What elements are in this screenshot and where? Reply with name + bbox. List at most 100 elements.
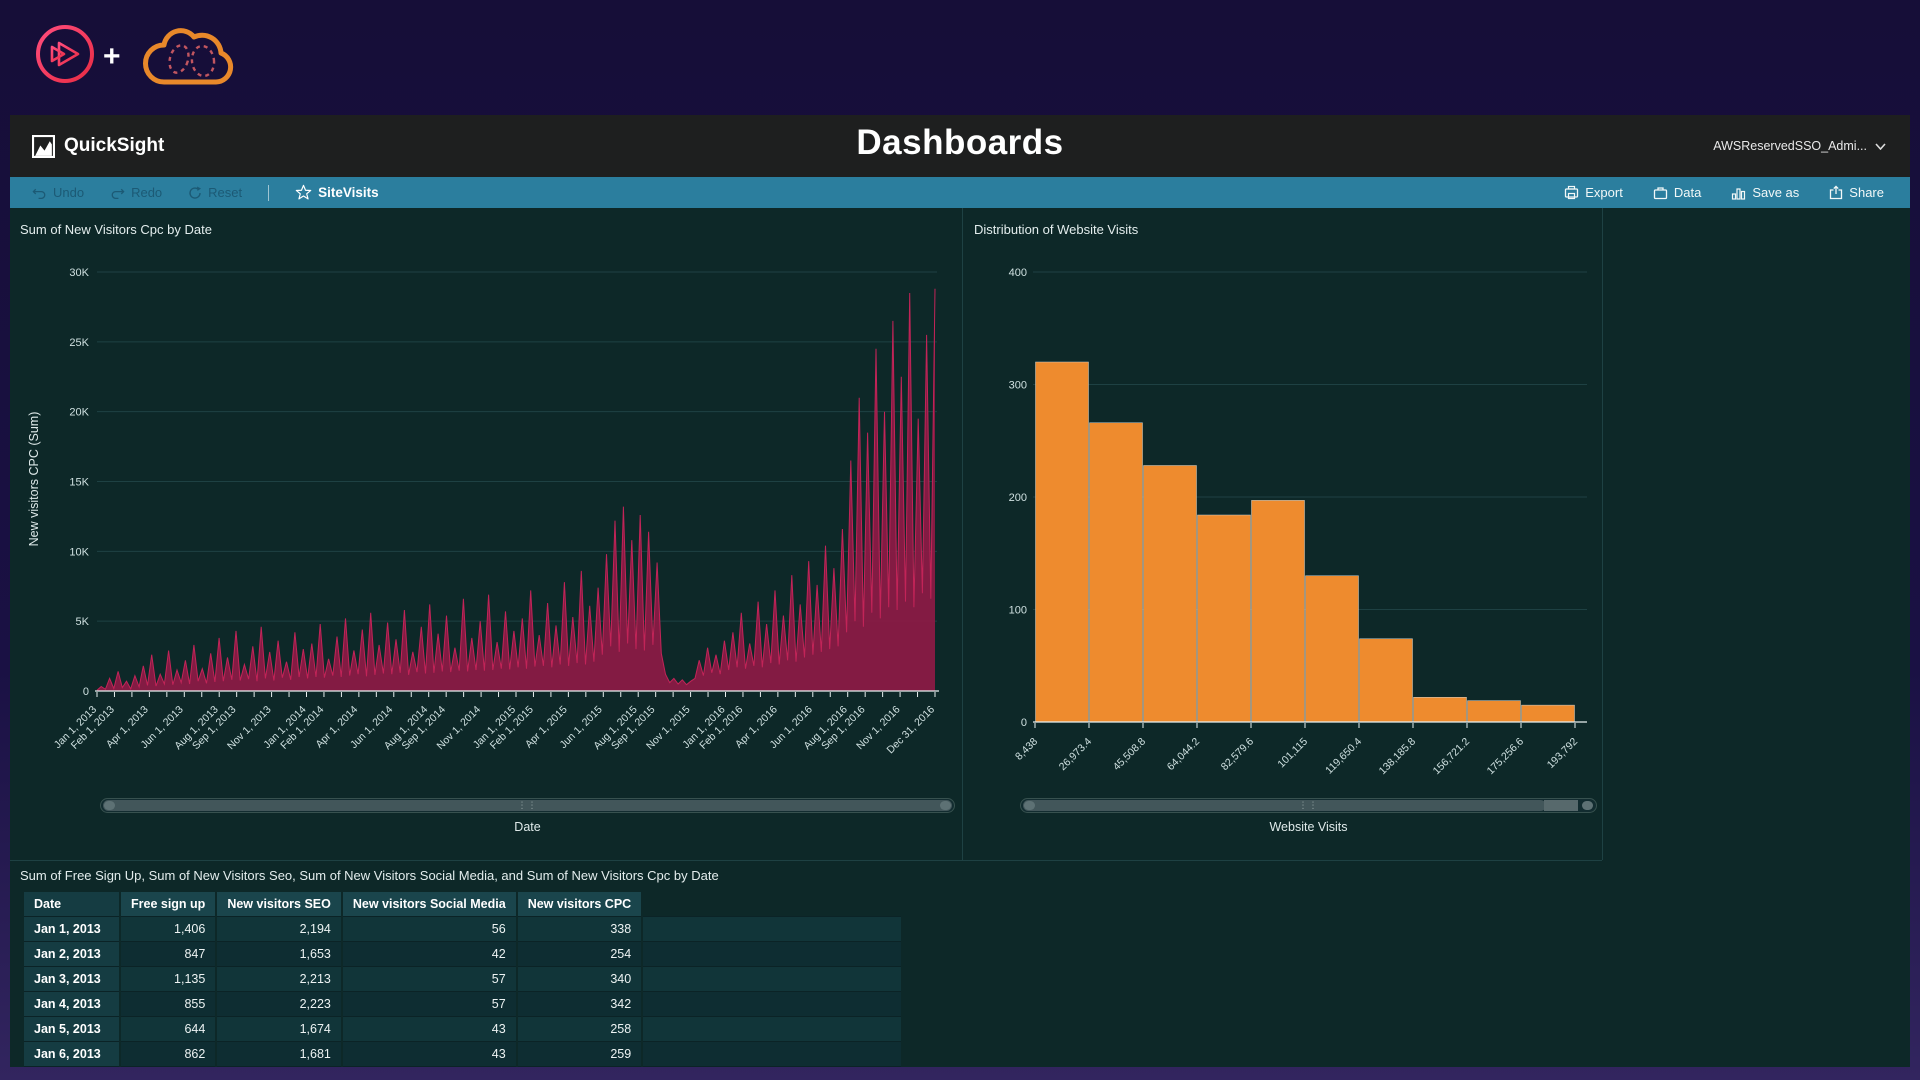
line-chart-x-scrollbar[interactable]: ⋮⋮ <box>100 798 955 813</box>
aws-cloud-logo-icon <box>143 28 234 85</box>
table-row[interactable]: Jan 3, 2013 1,135 2,213 57 340 <box>24 966 904 992</box>
histogram-bar[interactable] <box>1143 465 1197 723</box>
share-icon <box>1830 185 1843 200</box>
undo-button[interactable]: Undo <box>32 185 84 200</box>
bin-edge-label: 26,973.4 <box>1057 736 1094 773</box>
page-title: Dashboards <box>856 123 1064 162</box>
app-header: QuickSight Dashboards AWSReservedSSO_Adm… <box>10 115 1910 177</box>
table-row[interactable]: Jan 1, 2013 1,406 2,194 56 338 <box>24 916 904 942</box>
dashboard-toolbar: Undo Redo Reset <box>10 177 1910 208</box>
table-row[interactable]: Jan 5, 2013 644 1,674 43 258 <box>24 1016 904 1042</box>
pivot-table: Date Free sign up New visitors SEO New visi… <box>24 892 904 1067</box>
y-tick-label: 30K <box>69 267 89 279</box>
column-header[interactable]: New visitors CPC <box>516 892 644 917</box>
bin-edge-label: 156,721.2 <box>1431 736 1473 778</box>
value-cell: 1,406 <box>120 916 218 942</box>
favorite-star-button[interactable]: SiteVisits <box>295 184 379 201</box>
bin-edge-label: 193,792 <box>1545 736 1580 771</box>
scrollbar-left-handle[interactable] <box>104 801 115 810</box>
y-tick-label: 0 <box>83 686 89 698</box>
table-row[interactable]: Jan 2, 2013 847 1,653 42 254 <box>24 941 904 967</box>
bin-edge-label: 138,185.8 <box>1377 736 1419 778</box>
histogram-bar[interactable] <box>1035 361 1089 723</box>
value-cell: 43 <box>341 1041 518 1067</box>
value-cell: 340 <box>516 966 644 992</box>
panel-divider-vertical <box>962 208 963 860</box>
histogram-bar[interactable] <box>1359 638 1413 723</box>
scrollbar-light-segment <box>1544 800 1578 811</box>
value-cell: 862 <box>120 1041 218 1067</box>
scrollbar-left-handle[interactable] <box>1024 801 1035 810</box>
plus-separator: + <box>103 40 121 73</box>
scrollbar-thumb[interactable] <box>1023 800 1546 811</box>
table-header-row: Date Free sign up New visitors SEO New visi… <box>24 892 904 917</box>
table-row[interactable]: Jan 4, 2013 855 2,223 57 342 <box>24 991 904 1017</box>
histogram-x-scrollbar[interactable]: ⋮⋮ <box>1020 798 1597 813</box>
y-tick-label: 15K <box>69 477 89 489</box>
area-series-line[interactable] <box>96 288 936 691</box>
histogram-bar[interactable] <box>1089 422 1143 723</box>
y-tick-label: 100 <box>1009 605 1027 617</box>
histogram-bar[interactable] <box>1467 700 1521 723</box>
export-button[interactable]: Export <box>1564 185 1623 200</box>
histogram-bar[interactable] <box>1413 697 1467 723</box>
histogram-bar[interactable] <box>1305 575 1359 723</box>
quicksight-window: QuickSight Dashboards AWSReservedSSO_Adm… <box>10 115 1910 1067</box>
value-cell: 43 <box>341 1016 518 1042</box>
value-cell <box>642 916 904 942</box>
bin-edge-label: 45,508.8 <box>1111 736 1148 773</box>
export-icon <box>1565 185 1579 200</box>
save-as-icon <box>1732 187 1746 200</box>
value-cell: 2,194 <box>216 916 343 942</box>
date-cell: Jan 5, 2013 <box>24 1016 121 1042</box>
website-visits-histogram[interactable]: 400 300 200 100 0 8,438 26,973.4 45,508.8 64,044… <box>975 258 1597 788</box>
value-cell <box>642 941 904 967</box>
redo-button[interactable]: Redo <box>110 185 162 200</box>
bin-edge-label: 82,579.6 <box>1219 736 1256 773</box>
y-tick-label: 10K <box>69 546 89 558</box>
date-cell: Jan 3, 2013 <box>24 966 121 992</box>
scrollbar-right-handle[interactable] <box>1582 801 1593 810</box>
histogram-bar[interactable] <box>1521 704 1575 723</box>
line-chart-x-axis-caption: Date <box>514 820 541 834</box>
value-cell: 258 <box>516 1016 644 1042</box>
scrollbar-right-handle[interactable] <box>940 801 951 810</box>
y-tick-label: 0 <box>1021 717 1027 729</box>
histogram-bar[interactable] <box>1251 500 1305 723</box>
scrollbar-thumb[interactable] <box>103 800 952 811</box>
presentation-banner: + <box>0 0 1920 115</box>
panel-divider-horizontal <box>10 860 1602 861</box>
column-header[interactable]: New visitors SEO <box>216 892 343 917</box>
value-cell: 2,213 <box>216 966 343 992</box>
y-tick-label: 5K <box>76 616 90 628</box>
bin-edge-label: 119,650.4 <box>1323 736 1364 777</box>
save-as-button[interactable]: Save as <box>1731 185 1799 200</box>
scrollbar-grip: ⋮⋮ <box>1298 800 1319 810</box>
value-cell: 338 <box>516 916 644 942</box>
account-menu[interactable]: AWSReservedSSO_Admi... <box>1713 115 1886 177</box>
share-button[interactable]: Share <box>1829 185 1884 200</box>
y-tick-label: 300 <box>1009 380 1027 392</box>
value-cell <box>642 1041 904 1067</box>
quicksight-home-link[interactable]: QuickSight <box>32 115 164 177</box>
histogram-bar[interactable] <box>1197 514 1251 723</box>
column-header[interactable]: Date <box>24 892 121 917</box>
toolbar-separator <box>268 184 270 201</box>
data-button[interactable]: Data <box>1653 185 1701 200</box>
account-name: AWSReservedSSO_Admi... <box>1713 139 1867 153</box>
value-cell: 1,653 <box>216 941 343 967</box>
column-header[interactable]: Free sign up <box>120 892 218 917</box>
value-cell: 42 <box>341 941 518 967</box>
reset-button[interactable]: Reset <box>188 185 242 200</box>
area-series[interactable] <box>97 288 935 691</box>
column-header[interactable]: New visitors Social Media <box>341 892 518 917</box>
scrollbar-grip: ⋮⋮ <box>517 800 538 810</box>
histogram-x-axis-caption: Website Visits <box>1269 820 1348 834</box>
table-row[interactable]: Jan 6, 2013 862 1,681 43 259 <box>24 1041 904 1067</box>
histogram-title: Distribution of Website Visits <box>974 222 1139 237</box>
value-cell <box>642 991 904 1017</box>
value-cell <box>642 966 904 992</box>
column-header[interactable] <box>642 892 904 917</box>
value-cell <box>642 1016 904 1042</box>
